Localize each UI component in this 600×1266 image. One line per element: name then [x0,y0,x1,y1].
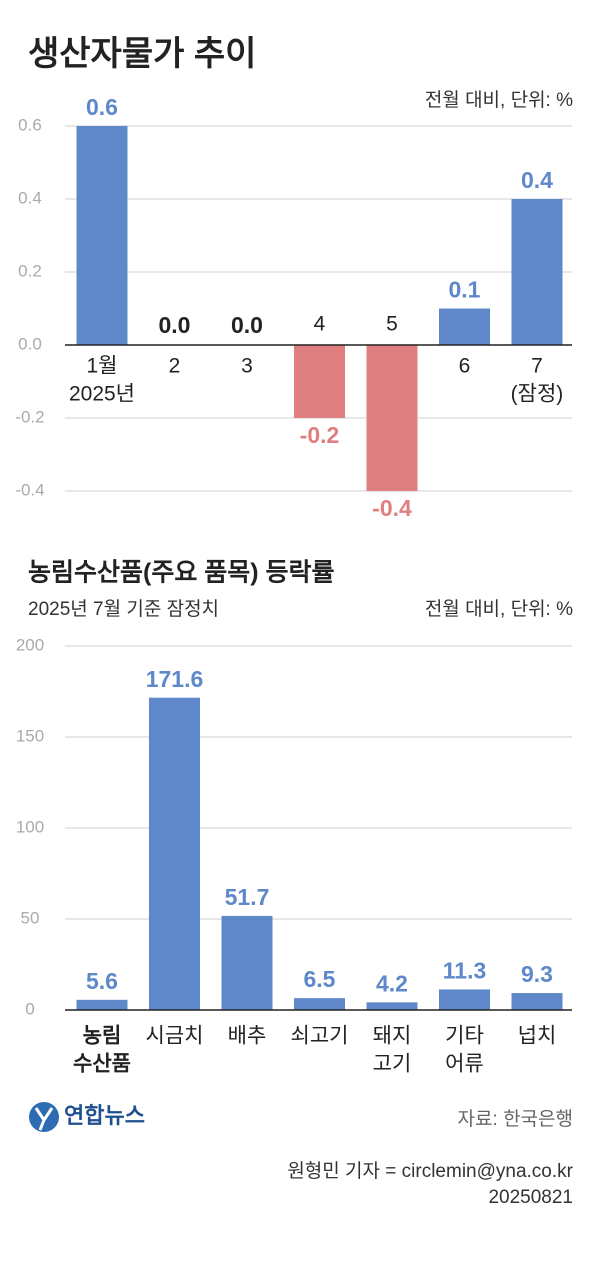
x-tick-label: 4 [314,313,326,336]
y-tick-label: 150 [16,726,44,745]
y-tick-label: 200 [16,635,44,654]
value-label: 0.6 [86,94,118,120]
bar [294,345,345,418]
value-label: 0.0 [231,312,263,338]
chart-title: 생산자물가 추이 [28,35,256,73]
date: 20250821 [488,1187,573,1208]
value-label: 9.3 [521,961,553,987]
logo-text: 연합뉴스 [64,1103,145,1128]
value-label: 171.6 [146,666,204,692]
x-tick-label: 쇠고기 [291,1025,349,1048]
y-tick-label: 0.6 [18,115,42,134]
x-tick-label: 넙치 [518,1025,557,1048]
value-label: 6.5 [304,966,336,992]
value-label: 5.6 [86,968,118,994]
x-tick-label: 6 [459,355,471,378]
y-tick-label: 0.2 [18,261,42,280]
x-tick-label: 고기 [373,1053,412,1076]
x-tick-label: 수산품 [73,1053,131,1076]
y-tick-label: -0.4 [15,480,44,499]
bar [439,308,490,345]
x-tick-label: 어류 [445,1053,484,1076]
bar [511,199,563,345]
x-tick-label: 1월 [87,355,118,378]
x-tick-label: 3 [241,355,253,378]
bar [76,999,128,1010]
bar [366,1002,418,1010]
bar [76,126,128,345]
value-label: 11.3 [443,958,487,984]
y-tick-label: 0 [25,999,34,1018]
bar [511,993,563,1010]
x-tick-label: 농림 [83,1025,122,1048]
value-label: 51.7 [225,884,270,910]
value-label: 0.1 [449,277,481,303]
source: 자료: 한국은행 [458,1108,573,1130]
x-tick-label: 2025년 [69,383,135,406]
unit: 전월 대비, 단위: % [425,598,573,620]
bar [366,345,418,491]
x-tick-label: 배추 [228,1025,267,1048]
byline: 원형민 기자 = circlemin@yna.co.kr [287,1160,573,1182]
value-label: 0.0 [159,312,191,338]
x-tick-label: 기타 [445,1025,484,1048]
y-tick-label: 0.0 [18,334,42,353]
subtitle: 2025년 7월 기준 잠정치 [28,598,219,620]
y-tick-label: 50 [21,908,40,927]
value-label: 0.4 [521,167,553,193]
value-label: -0.2 [300,422,340,448]
bar [221,915,273,1010]
y-tick-label: 100 [16,817,44,836]
value-label: -0.4 [372,495,412,521]
x-tick-label: (잠정) [511,383,564,406]
x-tick-label: 7 [531,355,543,378]
unit: 전월 대비, 단위: % [425,89,573,111]
x-tick-label: 시금치 [146,1025,204,1048]
chart-title: 농림수산품(주요 품목) 등락률 [28,559,335,587]
y-tick-label: 0.4 [18,188,42,207]
value-label: 4.2 [376,970,408,996]
x-tick-label: 5 [386,313,398,336]
logo-icon [29,1102,59,1132]
bar [439,989,490,1010]
bar [294,998,345,1010]
bar [149,697,200,1010]
x-tick-label: 2 [169,355,181,378]
x-tick-label: 돼지 [373,1025,412,1048]
y-tick-label: -0.2 [15,407,44,426]
